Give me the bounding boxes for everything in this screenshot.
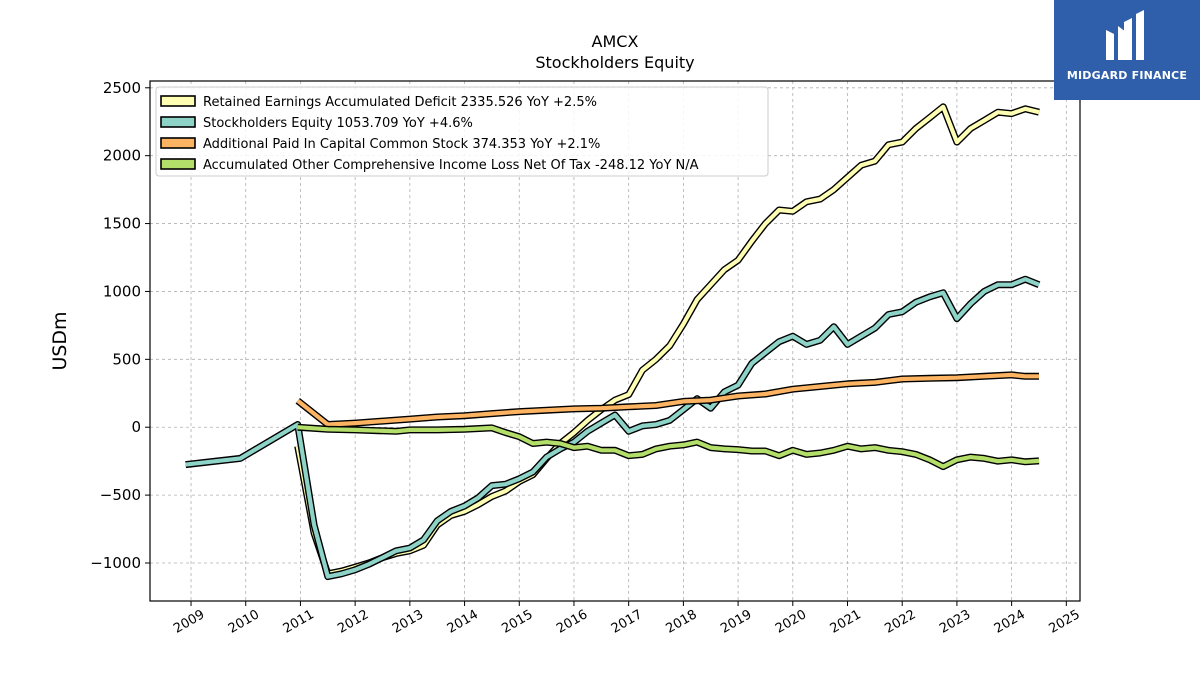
y-axis-label: USDm — [49, 311, 71, 370]
x-tick-label: 2014 — [445, 607, 481, 637]
x-tick-label: 2018 — [664, 607, 700, 637]
series-line-3 — [296, 372, 1039, 427]
brand-name: MIDGARD FINANCE — [1066, 69, 1188, 82]
x-tick-label: 2015 — [499, 607, 535, 637]
x-tick-label: 2013 — [390, 607, 426, 637]
x-tick-label: 2020 — [773, 607, 809, 637]
x-tick-label: 2021 — [828, 607, 864, 637]
legend-swatch-4 — [160, 158, 196, 170]
x-tick-label: 2024 — [992, 607, 1028, 637]
series-line-1 — [295, 104, 1040, 576]
brand-logo: MIDGARD FINANCE — [1054, 0, 1200, 100]
legend-label-1: Retained Earnings Accumulated Deficit 23… — [203, 95, 597, 110]
y-tick-label: 0 — [131, 418, 141, 436]
y-tick-label: 1000 — [103, 282, 141, 300]
y-tick-label: 1500 — [103, 215, 141, 233]
x-tick-label: 2022 — [882, 607, 918, 637]
series-line-4 — [297, 425, 1040, 469]
legend-box — [155, 86, 769, 177]
y-tick-label: 2500 — [103, 79, 141, 97]
legend-label-3: Additional Paid In Capital Common Stock … — [203, 137, 600, 152]
y-tick-label: −1000 — [90, 554, 141, 572]
chart-subtitle: Stockholders Equity — [535, 53, 694, 72]
legend-label-4: Accumulated Other Comprehensive Income L… — [203, 158, 699, 173]
legend-swatch-1 — [160, 95, 196, 107]
x-tick-label: 2025 — [1046, 607, 1082, 637]
y-tick-label: 500 — [112, 350, 141, 368]
x-tick-label: 2017 — [609, 607, 645, 637]
plot-frame — [149, 80, 1081, 602]
series-lines — [185, 103, 1041, 581]
series-line-2 — [185, 277, 1040, 579]
brand-mark-icon — [1106, 10, 1144, 60]
legend-swatch-3 — [160, 137, 196, 149]
x-tick-label: 2019 — [718, 607, 754, 637]
series-outline-1 — [294, 103, 1040, 578]
x-tick-label: 2010 — [226, 607, 262, 637]
x-tick-label: 2023 — [937, 607, 973, 637]
legend: Retained Earnings Accumulated Deficit 23… — [155, 86, 769, 177]
legend-label-2: Stockholders Equity 1053.709 YoY +4.6% — [203, 116, 473, 131]
x-tick-label: 2009 — [171, 607, 207, 637]
y-tick-label: −500 — [100, 486, 141, 504]
chart-title: AMCX — [592, 32, 639, 51]
x-axis: 2009 2010 2011 2012 2013 2014 2015 2016 2017 2018… — [171, 601, 1083, 637]
y-tick-label: 2000 — [103, 147, 141, 165]
y-axis: −1000 −500 0 500 1000 1500 2000 2500 — [90, 79, 150, 572]
x-tick-label: 2011 — [281, 607, 317, 637]
x-tick-label: 2012 — [335, 607, 371, 637]
legend-swatch-2 — [160, 116, 196, 128]
x-tick-label: 2016 — [554, 607, 590, 637]
